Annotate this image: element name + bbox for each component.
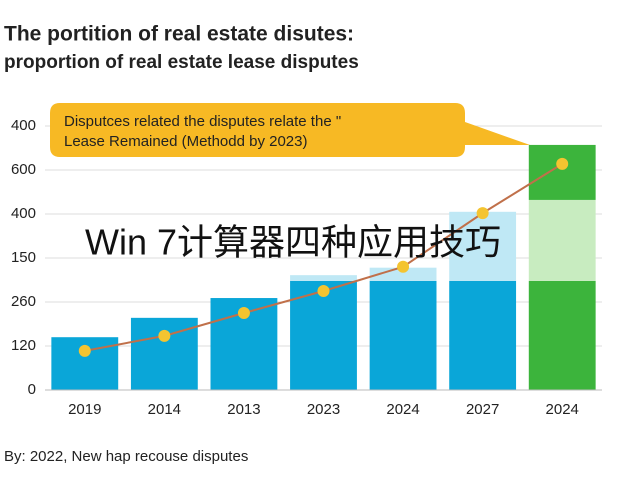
annotation-text: Disputces related the disputes relate th… bbox=[64, 113, 341, 130]
x-tick-label: 2023 bbox=[307, 401, 340, 418]
bar-segment bbox=[290, 280, 357, 390]
x-tick-label: 2024 bbox=[546, 401, 579, 418]
annotation-box bbox=[50, 103, 530, 157]
chart-title: The portition of real estate disutes: bbox=[4, 23, 354, 46]
x-tick-label: 2019 bbox=[68, 401, 101, 418]
bar-segment bbox=[449, 211, 517, 281]
trend-marker bbox=[317, 285, 330, 297]
bar-segment bbox=[369, 280, 437, 390]
footer: By: 2022, New hap recouse disputes bbox=[4, 448, 248, 465]
bar-segment bbox=[528, 199, 596, 281]
y-tick-label: 600 bbox=[11, 161, 36, 178]
x-tick-label: 2014 bbox=[148, 401, 181, 418]
bar-segment bbox=[449, 280, 517, 390]
trend-marker bbox=[237, 307, 250, 319]
y-tick-label: 0 bbox=[28, 381, 36, 398]
annotation-text: Lease Remained (Methodd by 2023) bbox=[64, 133, 308, 150]
trend-marker bbox=[556, 157, 569, 170]
bar-segment bbox=[528, 144, 596, 200]
watermark: Win 7计算器四种应用技巧 bbox=[85, 222, 501, 263]
x-tick-label: 2013 bbox=[227, 401, 260, 418]
trend-marker bbox=[158, 329, 171, 342]
plot: 0 120 260 150 400 600 400 2019 2014 2013 2023 2024 2… bbox=[11, 117, 602, 418]
trend-marker bbox=[78, 344, 91, 357]
chart-subtitle: proportion of real estate lease disputes bbox=[4, 52, 359, 73]
annotation: Disputces related the disputes relate th… bbox=[50, 103, 530, 157]
y-tick-label: 150 bbox=[11, 249, 36, 266]
y-tick-label: 120 bbox=[11, 337, 36, 354]
bar-segment bbox=[290, 275, 357, 281]
bar-segment bbox=[528, 280, 596, 390]
y-tick-label: 260 bbox=[11, 293, 36, 310]
x-tick-label: 2024 bbox=[386, 401, 419, 418]
trend-marker bbox=[397, 260, 410, 273]
y-tick-label: 400 bbox=[11, 205, 36, 222]
x-tick-label: 2027 bbox=[466, 401, 499, 418]
y-tick-label: 400 bbox=[11, 117, 36, 134]
trend-marker bbox=[476, 207, 489, 220]
